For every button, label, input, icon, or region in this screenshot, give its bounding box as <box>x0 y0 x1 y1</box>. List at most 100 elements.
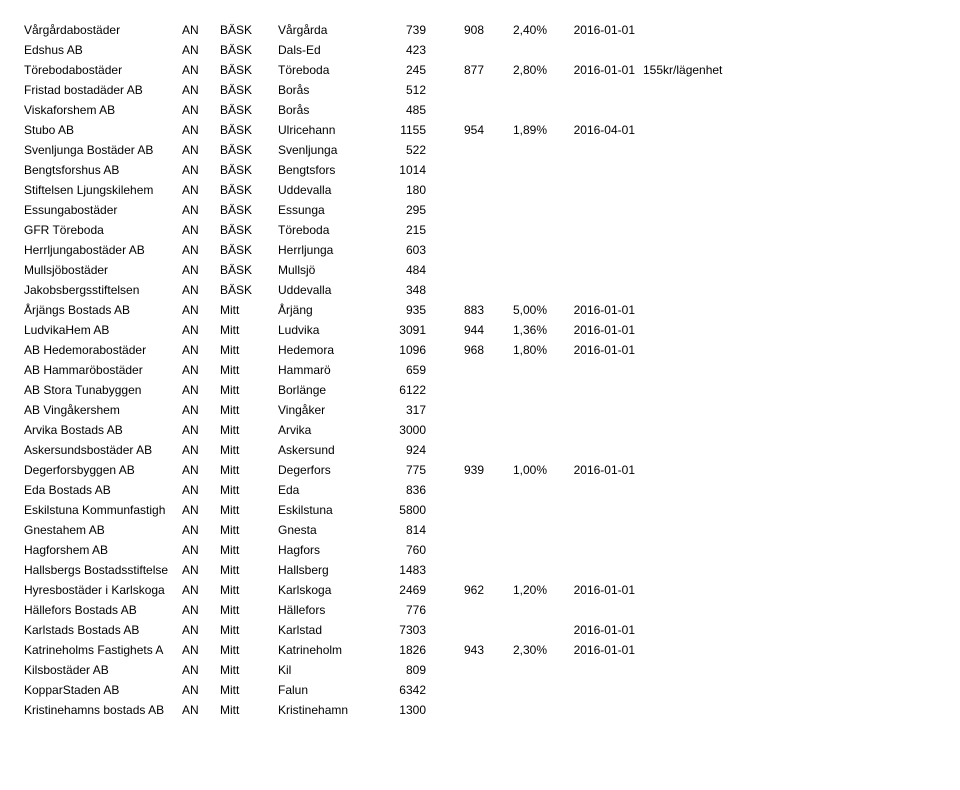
num2-cell: 877 <box>430 60 488 80</box>
date-cell <box>551 600 639 620</box>
city-cell: Hedemora <box>274 340 372 360</box>
company-cell: Mullsjöbostäder <box>20 260 178 280</box>
note-cell <box>639 220 940 240</box>
num2-cell: 954 <box>430 120 488 140</box>
city-cell: Töreboda <box>274 60 372 80</box>
num2-cell <box>430 620 488 640</box>
company-cell: Hyresbostäder i Karlskoga <box>20 580 178 600</box>
date-cell <box>551 100 639 120</box>
an-cell: AN <box>178 620 216 640</box>
city-cell: Arvika <box>274 420 372 440</box>
pct-cell <box>488 180 551 200</box>
region-cell: Mitt <box>216 340 274 360</box>
region-cell: BÄSK <box>216 40 274 60</box>
table-row: Katrineholms Fastighets AANMittKatrineho… <box>20 640 940 660</box>
date-cell: 2016-01-01 <box>551 20 639 40</box>
region-cell: Mitt <box>216 400 274 420</box>
pct-cell <box>488 160 551 180</box>
company-cell: Kilsbostäder AB <box>20 660 178 680</box>
note-cell <box>639 200 940 220</box>
note-cell <box>639 20 940 40</box>
num1-cell: 1300 <box>372 700 430 720</box>
company-cell: Degerforsbyggen AB <box>20 460 178 480</box>
note-cell <box>639 260 940 280</box>
city-cell: Herrljunga <box>274 240 372 260</box>
table-row: Svenljunga Bostäder ABANBÄSKSvenljunga52… <box>20 140 940 160</box>
table-row: EssungabostäderANBÄSKEssunga295 <box>20 200 940 220</box>
an-cell: AN <box>178 680 216 700</box>
city-cell: Dals-Ed <box>274 40 372 60</box>
note-cell <box>639 120 940 140</box>
pct-cell <box>488 540 551 560</box>
pct-cell <box>488 600 551 620</box>
note-cell <box>639 420 940 440</box>
note-cell <box>639 240 940 260</box>
an-cell: AN <box>178 160 216 180</box>
company-cell: Fristad bostadäder AB <box>20 80 178 100</box>
note-cell <box>639 320 940 340</box>
num1-cell: 1155 <box>372 120 430 140</box>
num2-cell <box>430 660 488 680</box>
date-cell <box>551 200 639 220</box>
an-cell: AN <box>178 660 216 680</box>
city-cell: Uddevalla <box>274 180 372 200</box>
num1-cell: 6122 <box>372 380 430 400</box>
company-cell: Vårgårdabostäder <box>20 20 178 40</box>
region-cell: Mitt <box>216 500 274 520</box>
num1-cell: 5800 <box>372 500 430 520</box>
num2-cell: 943 <box>430 640 488 660</box>
date-cell: 2016-01-01 <box>551 320 639 340</box>
region-cell: Mitt <box>216 600 274 620</box>
table-row: AB Stora TunabyggenANMittBorlänge6122 <box>20 380 940 400</box>
region-cell: Mitt <box>216 620 274 640</box>
city-cell: Ludvika <box>274 320 372 340</box>
company-cell: Hallsbergs Bostadsstiftelse <box>20 560 178 580</box>
date-cell <box>551 380 639 400</box>
num2-cell: 944 <box>430 320 488 340</box>
table-row: AB HedemorabostäderANMittHedemora1096968… <box>20 340 940 360</box>
company-cell: Askersundsbostäder AB <box>20 440 178 460</box>
company-cell: Bengtsforshus AB <box>20 160 178 180</box>
note-cell <box>639 380 940 400</box>
table-row: Eskilstuna KommunfastighANMittEskilstuna… <box>20 500 940 520</box>
note-cell <box>639 580 940 600</box>
note-cell <box>639 500 940 520</box>
pct-cell <box>488 500 551 520</box>
note-cell <box>639 340 940 360</box>
num1-cell: 423 <box>372 40 430 60</box>
table-row: TörebodabostäderANBÄSKTöreboda2458772,80… <box>20 60 940 80</box>
pct-cell: 1,20% <box>488 580 551 600</box>
num2-cell <box>430 440 488 460</box>
date-cell <box>551 160 639 180</box>
num1-cell: 7303 <box>372 620 430 640</box>
region-cell: Mitt <box>216 380 274 400</box>
table-row: Kilsbostäder ABANMittKil809 <box>20 660 940 680</box>
num2-cell: 939 <box>430 460 488 480</box>
an-cell: AN <box>178 640 216 660</box>
num1-cell: 348 <box>372 280 430 300</box>
table-row: Hyresbostäder i KarlskogaANMittKarlskoga… <box>20 580 940 600</box>
note-cell <box>639 180 940 200</box>
pct-cell <box>488 200 551 220</box>
an-cell: AN <box>178 300 216 320</box>
num1-cell: 935 <box>372 300 430 320</box>
date-cell <box>551 500 639 520</box>
date-cell <box>551 140 639 160</box>
table-row: LudvikaHem ABANMittLudvika30919441,36%20… <box>20 320 940 340</box>
table-row: Hallsbergs BostadsstiftelseANMittHallsbe… <box>20 560 940 580</box>
num2-cell <box>430 280 488 300</box>
city-cell: Kristinehamn <box>274 700 372 720</box>
num2-cell <box>430 680 488 700</box>
date-cell <box>551 240 639 260</box>
region-cell: Mitt <box>216 680 274 700</box>
an-cell: AN <box>178 580 216 600</box>
pct-cell <box>488 680 551 700</box>
num2-cell <box>430 140 488 160</box>
company-cell: AB Vingåkershem <box>20 400 178 420</box>
num1-cell: 2469 <box>372 580 430 600</box>
city-cell: Hallsberg <box>274 560 372 580</box>
num2-cell <box>430 80 488 100</box>
city-cell: Essunga <box>274 200 372 220</box>
table-row: Degerforsbyggen ABANMittDegerfors7759391… <box>20 460 940 480</box>
company-cell: Karlstads Bostads AB <box>20 620 178 640</box>
